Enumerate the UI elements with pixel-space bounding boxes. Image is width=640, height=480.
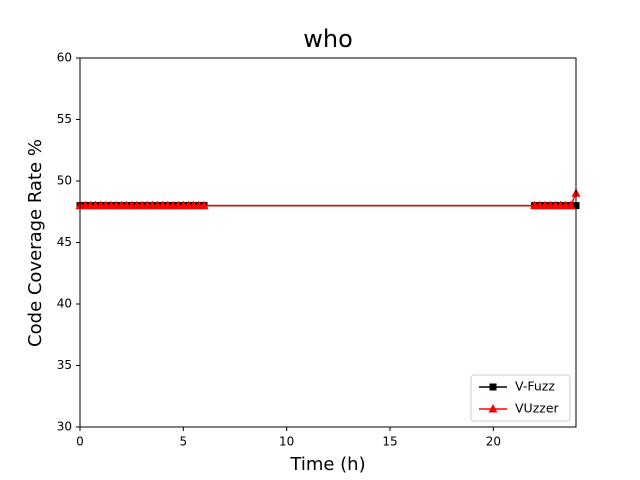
point-marker [566, 200, 576, 210]
y-tick-label: 60 [57, 51, 72, 65]
x-tick-label: 15 [382, 435, 397, 449]
y-axis-label: Code Coverage Rate % [25, 139, 46, 347]
x-axis-label: Time (h) [289, 454, 365, 475]
y-tick-label: 55 [57, 112, 72, 126]
x-tick-label: 10 [279, 435, 294, 449]
y-tick-label: 45 [57, 235, 72, 249]
legend-label: VUzzer [515, 401, 560, 416]
x-tick-label: 0 [76, 435, 84, 449]
plot-frame [79, 57, 577, 428]
chart-title: who [303, 25, 353, 53]
x-tick-label: 20 [486, 435, 501, 449]
y-tick-label: 30 [57, 420, 72, 434]
x-tick-label: 5 [180, 435, 188, 449]
y-tick-label: 35 [57, 358, 72, 372]
point-marker [199, 200, 209, 210]
legend-label: V-Fuzz [515, 379, 555, 394]
y-tick-label: 40 [57, 297, 72, 311]
legend-marker [488, 404, 498, 413]
legend-marker [489, 383, 497, 391]
y-tick-label: 50 [57, 174, 72, 188]
